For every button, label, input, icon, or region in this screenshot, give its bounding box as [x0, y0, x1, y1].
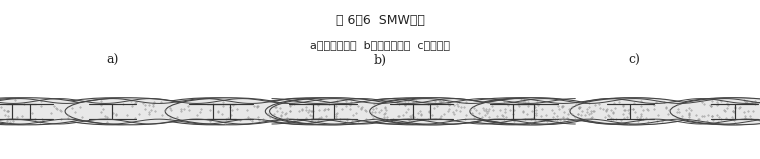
- Circle shape: [666, 98, 760, 125]
- Circle shape: [0, 98, 94, 125]
- Circle shape: [348, 98, 477, 125]
- Circle shape: [448, 98, 578, 125]
- Text: c): c): [629, 54, 641, 67]
- Circle shape: [65, 98, 195, 125]
- Circle shape: [248, 98, 378, 125]
- Circle shape: [565, 98, 695, 125]
- Circle shape: [470, 98, 599, 125]
- Circle shape: [369, 98, 499, 125]
- Text: a): a): [106, 54, 119, 67]
- Circle shape: [670, 98, 760, 125]
- Circle shape: [265, 98, 394, 125]
- Circle shape: [270, 98, 399, 125]
- Circle shape: [48, 98, 177, 125]
- Text: 图 6－6  SMW工法: 图 6－6 SMW工法: [336, 14, 424, 27]
- Circle shape: [0, 98, 77, 125]
- Circle shape: [148, 98, 277, 125]
- Text: a）全孔设置；  b）隔孔设置；  c）组合式: a）全孔设置； b）隔孔设置； c）组合式: [310, 40, 450, 49]
- Text: b): b): [373, 54, 387, 67]
- Circle shape: [570, 98, 699, 125]
- Circle shape: [466, 98, 595, 125]
- Circle shape: [165, 98, 294, 125]
- Circle shape: [366, 98, 495, 125]
